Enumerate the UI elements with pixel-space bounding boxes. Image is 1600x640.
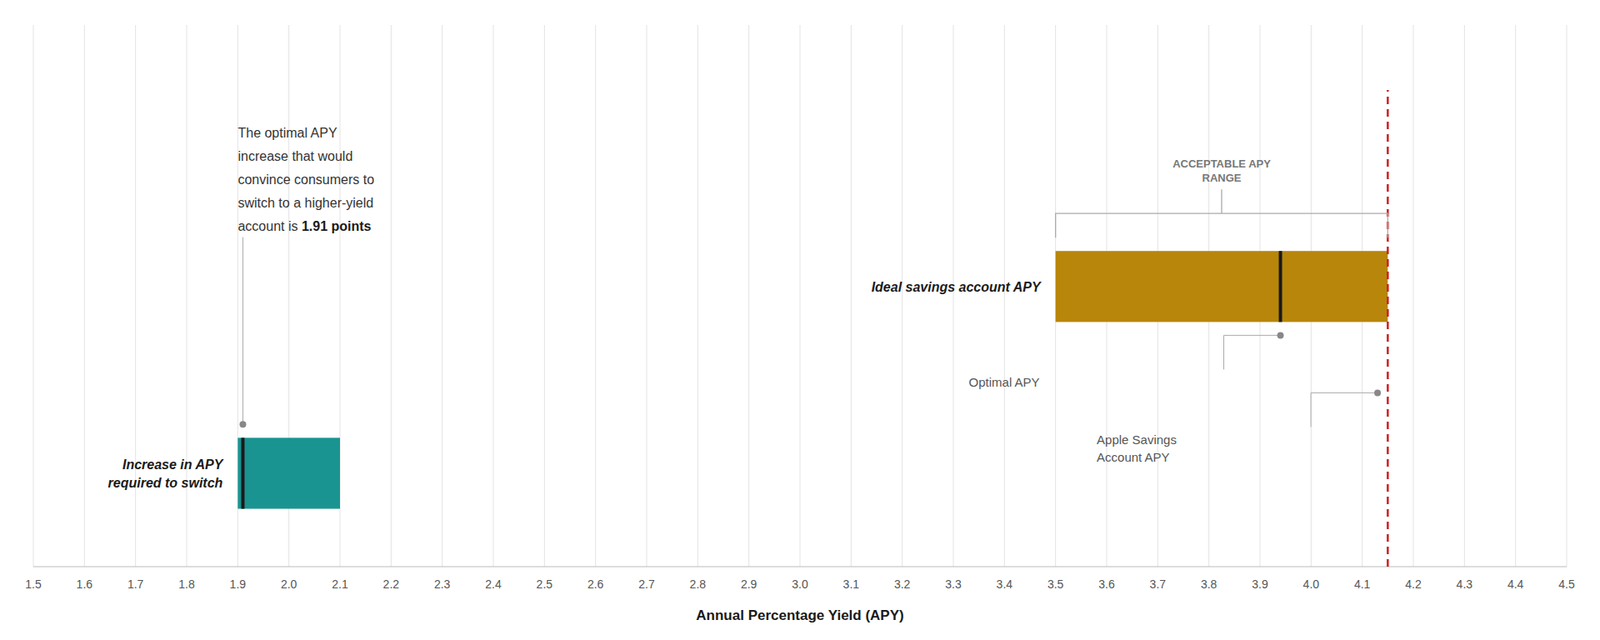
grid-line [850, 25, 852, 567]
connector [1224, 335, 1281, 336]
tick-label: 3.9 [1251, 577, 1269, 591]
x-axis-line [33, 566, 1567, 568]
annotation-label: Apple Savings [1096, 432, 1177, 447]
annotation-text: convince consumers to [237, 172, 375, 187]
tick-label: 2.7 [638, 577, 655, 591]
annotation-line: convince consumers to [237, 172, 375, 187]
x-ticks: 1.5 1.6 1.7 1.8 1.9 2.0 2.1 2.2 2.3 2.4 2.5 2.6 2.7 2… [25, 577, 1575, 591]
grid-line [390, 25, 392, 567]
bracket [1055, 189, 1389, 238]
range-label-line: ACCEPTABLE APY [1172, 157, 1271, 170]
grid-line [493, 25, 495, 567]
tick-label: 2.5 [536, 577, 554, 591]
annotation-line: switch to a higher-yield [237, 195, 374, 210]
range-label: ACCEPTABLE APYRANGE [1172, 157, 1271, 185]
tick-label: 3.6 [1098, 577, 1115, 591]
tick-label: 4.4 [1507, 577, 1525, 591]
grid-line [953, 25, 955, 567]
grid-line [646, 25, 648, 567]
tick-label: 4.3 [1456, 577, 1474, 591]
tick-label: 3.0 [791, 577, 809, 591]
annotation-line: The optimal APY [237, 125, 338, 140]
center-line [240, 437, 245, 509]
tick-label: 2.8 [690, 577, 707, 591]
grid-line [1413, 25, 1415, 567]
range-bracket: ACCEPTABLE APYRANGE [1055, 157, 1389, 238]
grid [33, 25, 1567, 567]
reference-line [1386, 90, 1390, 567]
tick-label: 3.5 [1047, 577, 1065, 591]
tick-label: 1.9 [230, 577, 247, 591]
x-axis-label: Annual Percentage Yield (APY) [695, 607, 904, 624]
annotation-dot [1277, 331, 1285, 339]
annotation-label: Optimal APY [969, 375, 1040, 390]
tick-label: 3.7 [1150, 577, 1167, 591]
grid-line [901, 25, 903, 567]
range-label-line: RANGE [1202, 171, 1242, 185]
annotation-text: switch to a higher-yield [237, 195, 374, 210]
bar-label-line: Increase in APY [122, 457, 225, 472]
grid-line [697, 25, 699, 567]
bar-label: Ideal savings account APY [871, 280, 1042, 295]
tick-label: 1.5 [25, 577, 42, 591]
connector [242, 237, 244, 425]
tick-label: 2.9 [740, 577, 758, 591]
grid-line [1515, 25, 1516, 567]
grid-line [33, 25, 35, 567]
tick-label: 3.2 [894, 577, 911, 591]
annotation-text: increase that would [237, 149, 353, 164]
annotation-bold: 1.91 points [301, 219, 372, 234]
tick-label: 4.1 [1354, 577, 1371, 591]
tick-label: 2.0 [280, 577, 298, 591]
connector [1310, 392, 1378, 394]
tick-label: 4.2 [1405, 577, 1422, 591]
annotations: The optimal APY increase that would convin… [237, 125, 1381, 465]
annotation-text: The optimal APY [237, 125, 338, 140]
marks [237, 90, 1388, 567]
grid-line [441, 25, 443, 567]
bar [237, 437, 340, 509]
bar [1055, 250, 1389, 322]
grid-line [1004, 25, 1005, 567]
annotation-dot [239, 420, 246, 428]
tick-label: 1.8 [178, 577, 195, 591]
bar-label: Increase in APY required to switch [108, 457, 225, 490]
chart: 1.5 1.6 1.7 1.8 1.9 2.0 2.1 2.2 2.3 2.4 2.5 2.6 2.7 2… [0, 0, 1600, 640]
annotation-label: Account APY [1096, 450, 1170, 465]
bar-label-line: Ideal savings account APY [871, 280, 1042, 295]
grid-line [544, 25, 545, 567]
tick-label: 4.0 [1303, 577, 1320, 591]
tick-label: 1.7 [127, 577, 145, 591]
grid-line [595, 25, 596, 567]
tick-label: 3.8 [1200, 577, 1218, 591]
tick-label: 3.1 [843, 577, 860, 591]
tick-label: 2.4 [485, 577, 502, 591]
tick-label: 3.4 [996, 577, 1014, 591]
annotation-line: increase that would [237, 149, 353, 164]
annotation-line: account is [237, 219, 301, 234]
grid-line [1566, 25, 1568, 567]
tick-label: 2.6 [587, 577, 605, 591]
tick-label: 2.3 [434, 577, 451, 591]
annotation-text: account is 1.91 points [237, 219, 371, 234]
tick-label: 3.3 [945, 577, 962, 591]
grid-line [800, 25, 801, 567]
connector [1223, 335, 1225, 370]
grid-line [84, 25, 85, 567]
grid-line [748, 25, 750, 567]
center-line [1279, 250, 1283, 322]
tick-label: 2.2 [383, 577, 400, 591]
tick-label: 1.6 [76, 577, 94, 591]
grid-line [1464, 25, 1465, 567]
connector [1310, 392, 1312, 427]
tick-label: 4.5 [1558, 577, 1575, 591]
annotation-dot [1374, 389, 1381, 396]
bar-label-line: required to switch [108, 475, 224, 490]
tick-label: 2.1 [331, 577, 349, 591]
